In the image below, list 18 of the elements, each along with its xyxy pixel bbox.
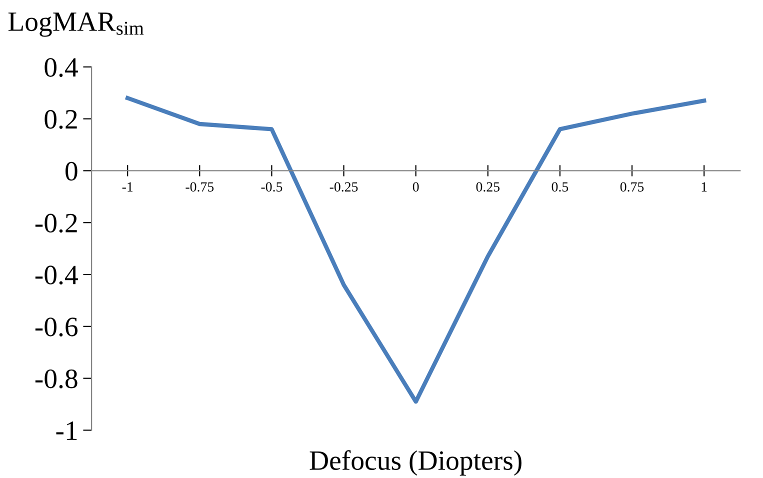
- x-tick-label: 1: [702, 182, 707, 192]
- x-tick-label: -0.25: [330, 182, 358, 192]
- x-tick-label: -0.5: [261, 182, 282, 192]
- x-tick-label: -1: [122, 182, 133, 192]
- y-tick-label: -1: [56, 422, 77, 440]
- y-tick-label: -0.4: [35, 266, 78, 285]
- y-tick-label: -0.6: [35, 318, 78, 336]
- y-tick-label: 0.4: [44, 58, 78, 77]
- x-tick-label: 0.25: [476, 182, 500, 192]
- x-tick-label: 0.75: [620, 182, 644, 192]
- x-tick-label: 0.5: [552, 182, 568, 192]
- x-axis-title: Defocus (Diopters): [310, 450, 522, 476]
- y-axis-title: LogMAR$_{sim}$: [8, 12, 144, 37]
- y-tick-label: -0.8: [35, 369, 78, 388]
- y-tick-label: 0.2: [44, 110, 77, 129]
- x-tick-label: 0: [412, 182, 419, 192]
- y-tick-label: -0.2: [35, 214, 77, 233]
- x-tick-label: -0.75: [186, 182, 214, 192]
